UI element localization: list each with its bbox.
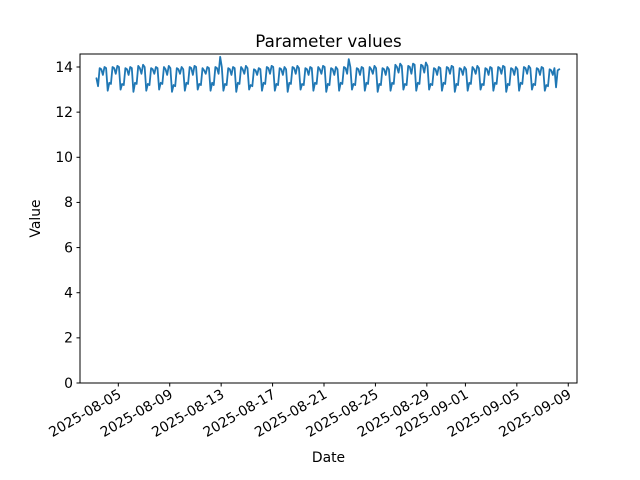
chart-title: Parameter values <box>255 31 401 51</box>
y-tick-label: 10 <box>55 150 73 166</box>
data-line-parameter-values <box>95 55 561 93</box>
x-axis-label: Date <box>312 450 345 466</box>
y-axis-label: Value <box>28 199 44 237</box>
x-axis-ticks: 2025-08-052025-08-092025-08-132025-08-17… <box>46 383 574 441</box>
y-tick-label: 0 <box>64 376 73 392</box>
y-tick-label: 2 <box>64 331 73 347</box>
y-tick-label: 6 <box>64 240 73 256</box>
y-axis-ticks: 0 2 4 6 8 10 12 14 <box>55 60 80 392</box>
plot-area <box>79 53 578 384</box>
y-tick-label: 4 <box>64 286 73 302</box>
y-tick-label: 8 <box>64 195 73 211</box>
y-tick-label: 14 <box>55 60 73 76</box>
y-tick-label: 12 <box>55 105 73 121</box>
